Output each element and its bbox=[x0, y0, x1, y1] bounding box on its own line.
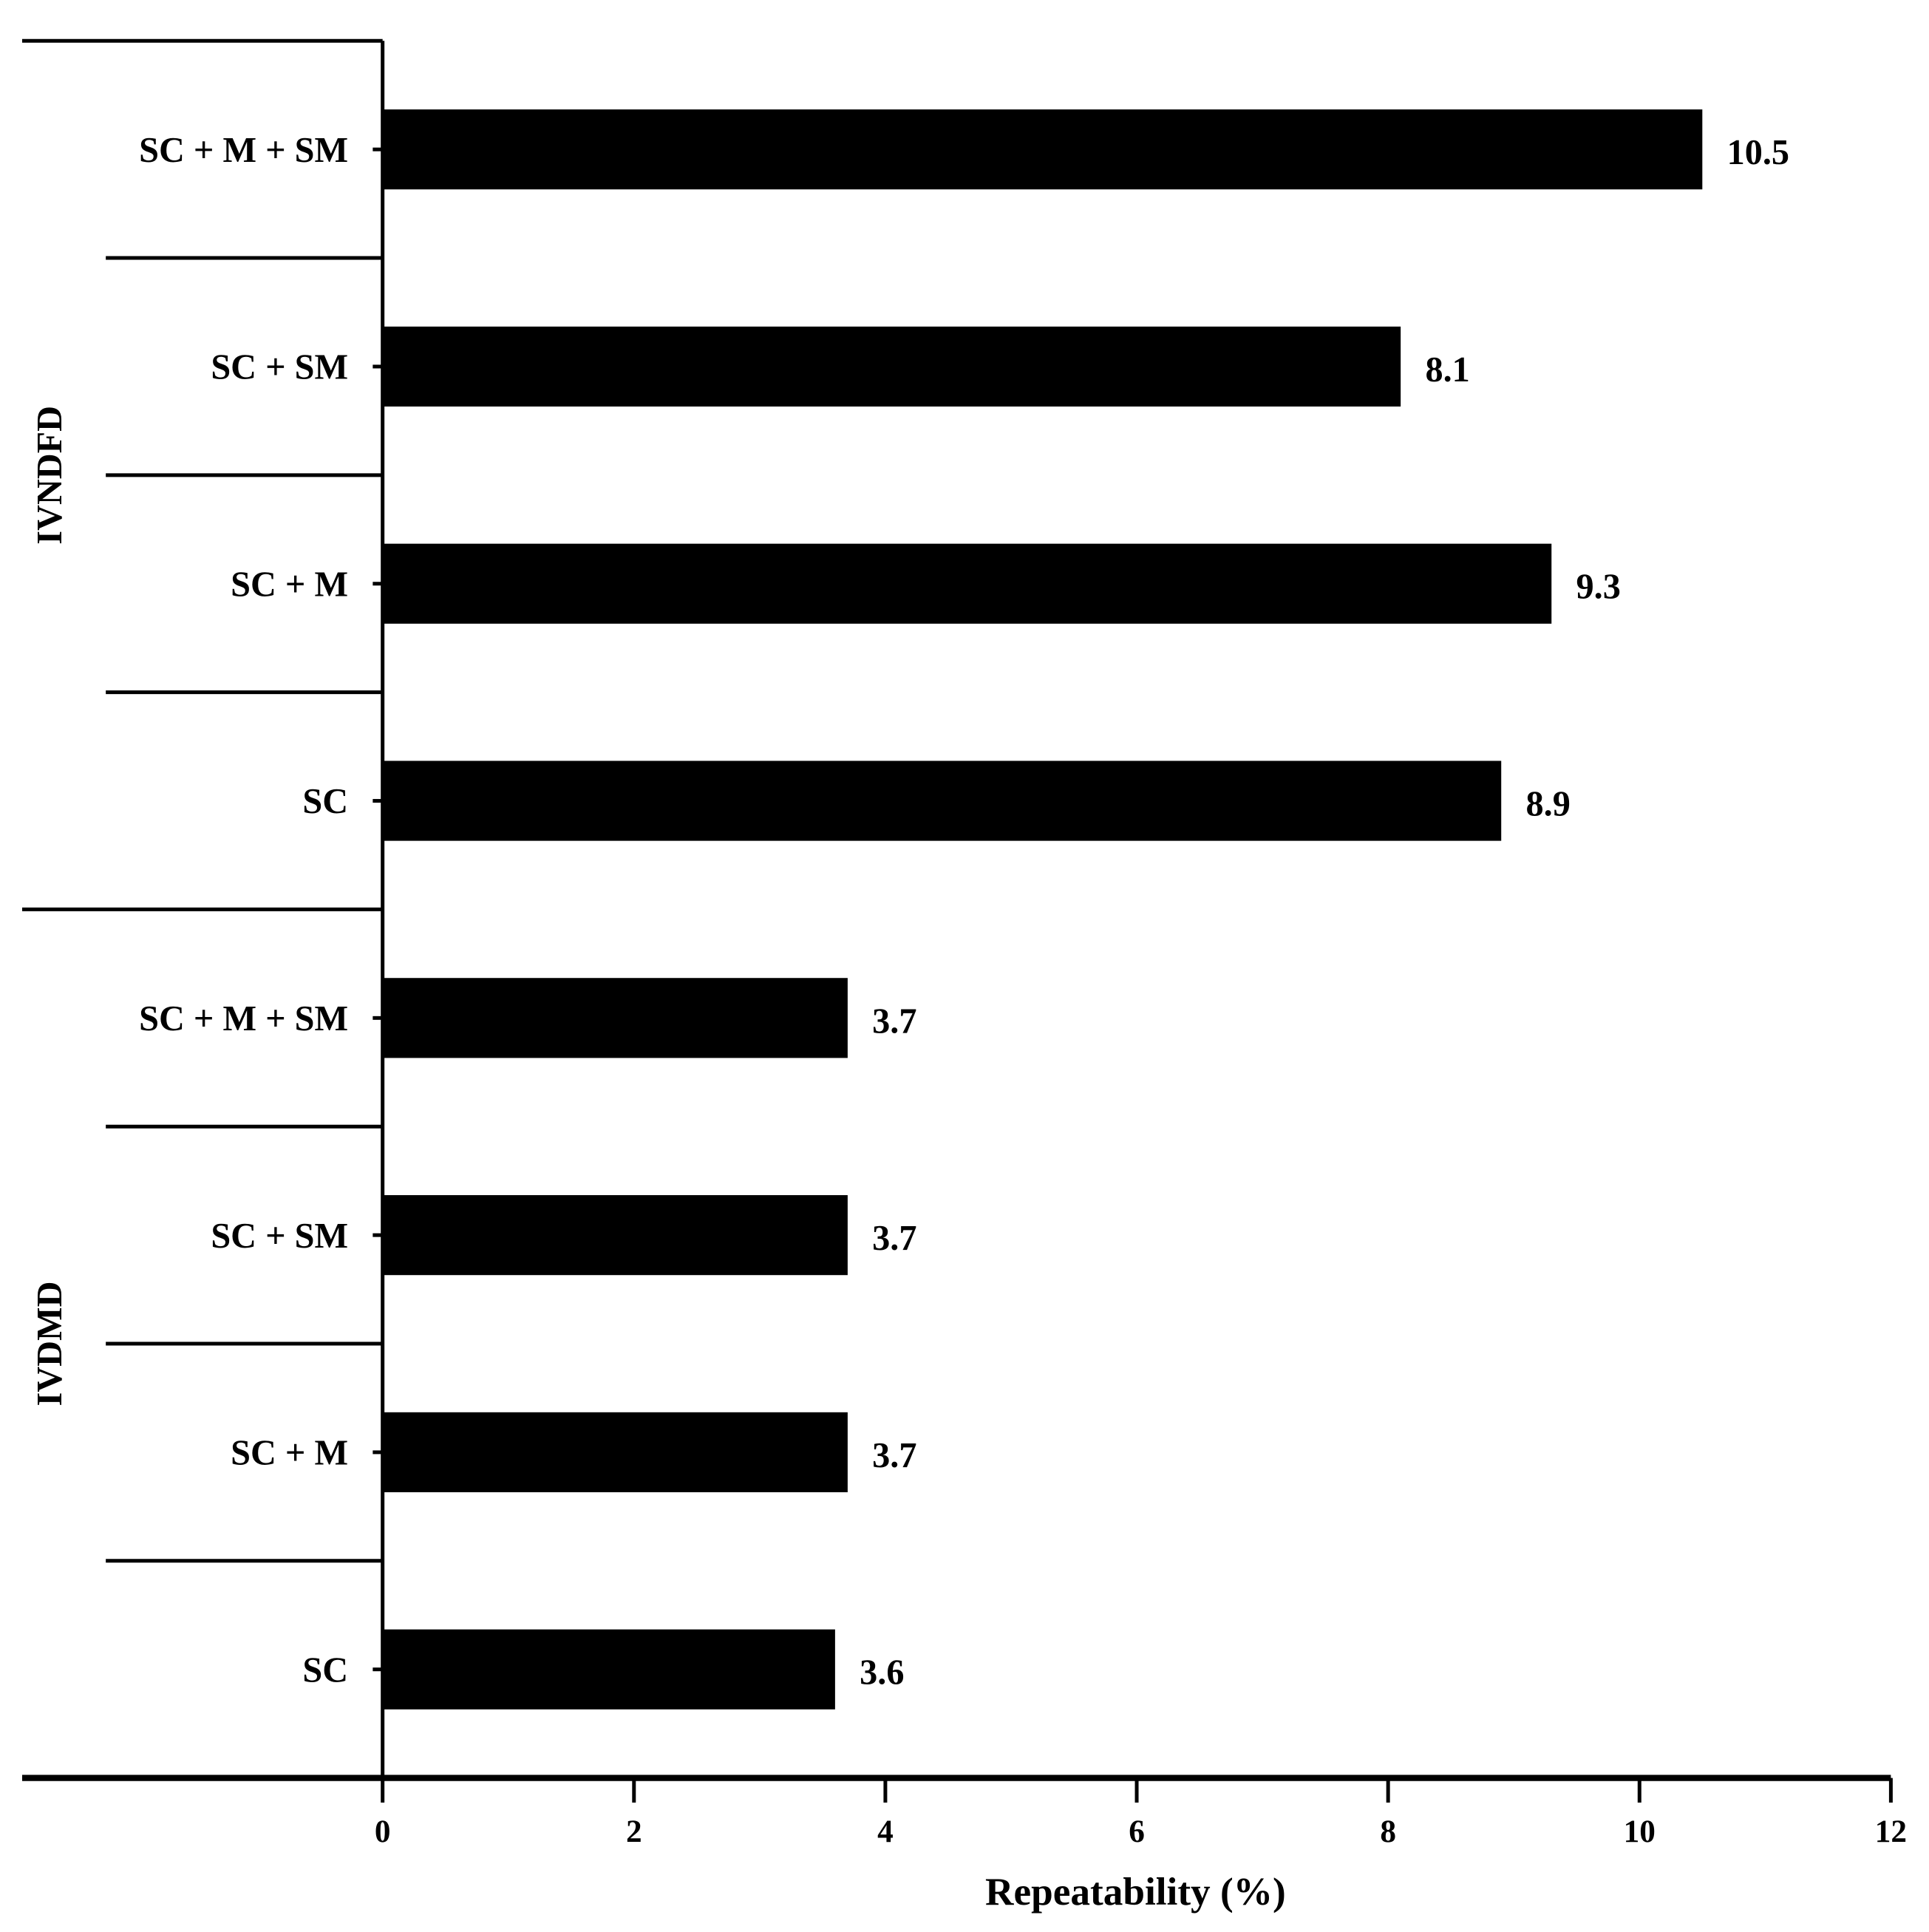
category-label: SC + M bbox=[231, 1434, 348, 1473]
bar bbox=[382, 761, 1502, 841]
x-tick-label: 0 bbox=[375, 1814, 391, 1849]
data-label: 8.1 bbox=[1425, 350, 1469, 390]
x-tick-label: 10 bbox=[1624, 1814, 1656, 1849]
group-label: IVDMD bbox=[30, 1282, 69, 1407]
data-label: 10.5 bbox=[1727, 133, 1789, 172]
data-label: 3.7 bbox=[872, 1001, 916, 1041]
bar bbox=[382, 1195, 848, 1276]
bar bbox=[382, 326, 1401, 407]
x-tick-label: 2 bbox=[626, 1814, 642, 1849]
group-label: IVNDFD bbox=[30, 406, 69, 545]
category-label: SC + SM bbox=[211, 1217, 348, 1256]
category-label: SC bbox=[302, 782, 348, 821]
category-label: SC + M bbox=[231, 565, 348, 604]
x-axis-title: Repeatability (%) bbox=[985, 1870, 1286, 1914]
x-tick-label: 12 bbox=[1875, 1814, 1907, 1849]
bar bbox=[382, 109, 1703, 190]
data-label: 9.3 bbox=[1576, 568, 1621, 607]
bar bbox=[382, 543, 1552, 624]
category-label: SC + M + SM bbox=[139, 131, 348, 170]
x-tick-label: 6 bbox=[1129, 1814, 1145, 1849]
data-label: 3.7 bbox=[872, 1219, 916, 1258]
bar bbox=[382, 1412, 848, 1493]
category-label: SC bbox=[302, 1650, 348, 1690]
data-label: 3.7 bbox=[872, 1436, 916, 1475]
bar bbox=[382, 1629, 835, 1710]
x-tick-label: 4 bbox=[877, 1814, 894, 1849]
x-tick-label: 8 bbox=[1380, 1814, 1396, 1849]
data-label: 3.6 bbox=[860, 1653, 904, 1693]
category-label: SC + SM bbox=[211, 348, 348, 387]
data-label: 8.9 bbox=[1526, 785, 1571, 824]
category-label: SC + M + SM bbox=[139, 999, 348, 1038]
bar bbox=[382, 978, 848, 1058]
